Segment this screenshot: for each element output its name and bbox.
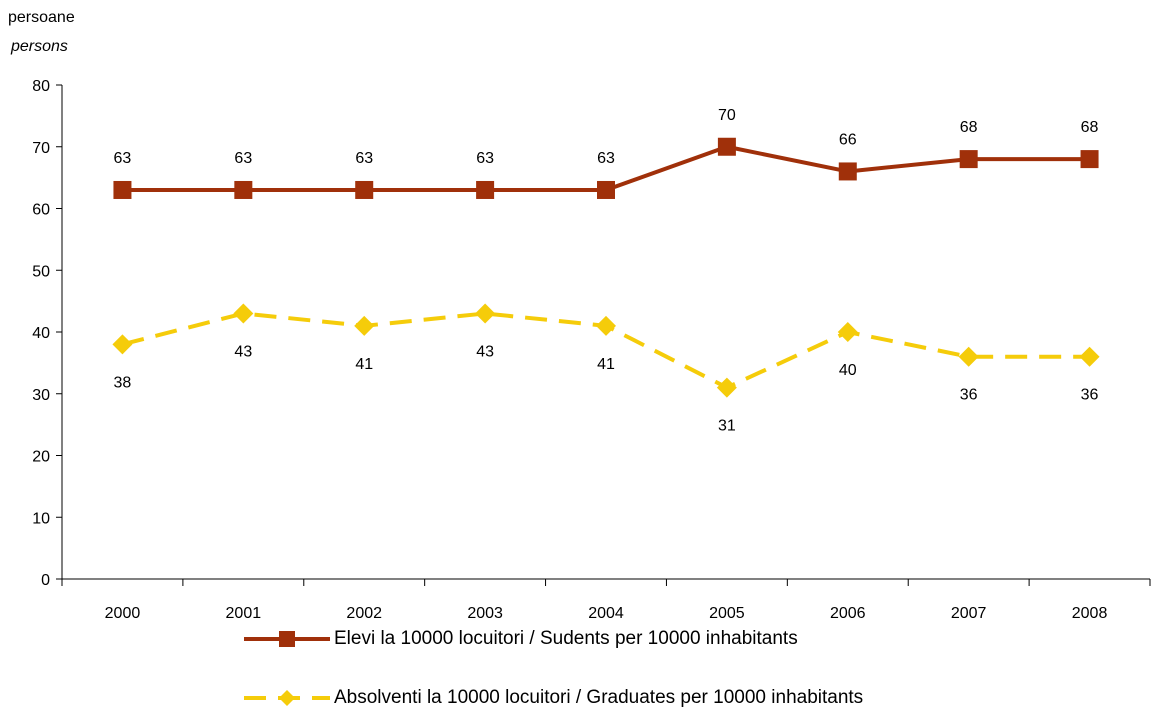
data-label: 41 [597, 356, 615, 373]
data-point-marker [716, 377, 737, 398]
data-point-marker [355, 180, 374, 199]
data-point-marker [1079, 346, 1100, 367]
x-tick-label: 2008 [1072, 605, 1108, 622]
legend-swatch-graduates [244, 690, 330, 706]
y-tick-label: 60 [32, 202, 50, 219]
data-label: 66 [839, 131, 857, 148]
data-label: 63 [114, 150, 132, 167]
data-label: 41 [355, 356, 373, 373]
y-tick-label: 30 [32, 387, 50, 404]
x-tick-label: 2000 [105, 605, 141, 622]
data-label: 63 [476, 150, 494, 167]
x-tick-label: 2004 [588, 605, 624, 622]
data-label: 63 [234, 150, 252, 167]
x-tick-label: 2002 [346, 605, 382, 622]
data-point-marker [476, 180, 495, 199]
data-point-marker [597, 180, 615, 199]
chart-series [112, 137, 1100, 398]
legend-label-graduates: Absolventi la 10000 locuitori / Graduate… [334, 687, 864, 708]
data-label: 70 [718, 107, 736, 124]
data-label: 68 [960, 119, 978, 136]
y-tick-label: 40 [32, 325, 50, 342]
data-label: 36 [1081, 387, 1099, 404]
data-point-marker [233, 303, 254, 324]
data-label: 40 [839, 362, 857, 379]
data-label: 38 [114, 374, 132, 391]
data-point-marker [113, 180, 132, 199]
x-tick-label: 2001 [226, 605, 262, 622]
data-point-marker [112, 334, 133, 355]
data-point-marker [596, 315, 616, 336]
y-tick-label: 0 [41, 572, 50, 589]
chart-data-labels: 63 63 63 63 63 70 66 68 68 38 43 41 43 41 31 40 36 36 [114, 107, 1099, 435]
y-unit-label-en: persons [11, 38, 68, 55]
data-point-marker [475, 303, 496, 324]
legend-item-graduates: Absolventi la 10000 locuitori / Graduate… [244, 684, 863, 712]
data-label: 36 [960, 387, 978, 404]
legend-label-students: Elevi la 10000 locuitori / Sudents per 1… [334, 628, 798, 649]
legend-swatch-students [244, 631, 330, 647]
data-point-marker [234, 180, 253, 199]
data-label: 31 [718, 418, 736, 435]
x-tick-label: 2006 [830, 605, 866, 622]
data-point-marker [959, 150, 978, 169]
data-point-marker [838, 162, 857, 181]
y-tick-label: 80 [32, 78, 50, 95]
x-tick-label: 2003 [467, 605, 503, 622]
data-label: 63 [597, 150, 615, 167]
y-tick-label: 20 [32, 449, 50, 466]
y-unit-label-ro: persoane [8, 9, 75, 26]
y-tick-label: 50 [32, 263, 50, 280]
y-tick-label: 10 [32, 510, 50, 527]
data-label: 43 [476, 343, 494, 360]
data-point-marker [717, 137, 736, 156]
data-label: 43 [234, 343, 252, 360]
y-tick-label: 70 [32, 140, 50, 157]
data-point-marker [1080, 150, 1099, 169]
data-label: 68 [1081, 119, 1099, 136]
series-0 [113, 137, 1099, 199]
x-tick-label: 2007 [951, 605, 987, 622]
data-point-marker [837, 322, 858, 342]
legend-item-students: Elevi la 10000 locuitori / Sudents per 1… [244, 625, 798, 653]
x-tick-label: 2005 [709, 605, 745, 622]
chart-axes: 0 10 20 30 40 50 60 70 80 2000 2001 2002 2003 2004 200… [32, 78, 1151, 622]
data-point-marker [354, 315, 375, 336]
series-1 [112, 303, 1100, 398]
data-label: 63 [355, 150, 373, 167]
data-point-marker [958, 346, 979, 367]
